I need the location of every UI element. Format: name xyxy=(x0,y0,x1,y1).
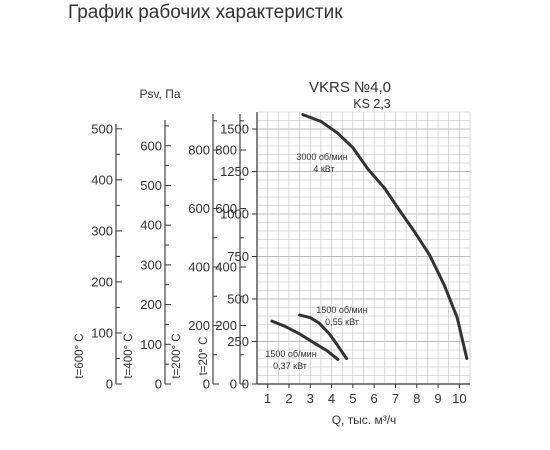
series-line-2 xyxy=(270,319,340,361)
temperature-tick-label: 300 xyxy=(140,257,162,272)
label-3000-power: 4 кВт xyxy=(313,164,334,174)
temperature-tick-label: 200 xyxy=(188,318,210,333)
temperature-tick-label: 800 xyxy=(215,143,237,158)
temperature-tick-label: 600 xyxy=(140,138,162,153)
chart-subtitle: KS 2,3 xyxy=(353,97,391,111)
temperature-tick-label: 100 xyxy=(140,337,162,352)
grid xyxy=(257,111,471,384)
x-tick-label: 10 xyxy=(452,391,466,406)
series xyxy=(270,113,469,361)
temperature-tick-label: 0 xyxy=(155,377,162,392)
label-1500-037-power: 0,37 кВт xyxy=(273,361,307,371)
label-1500-037-rpm: 1500 об/мин xyxy=(265,349,316,359)
temperature-tick-label: 400 xyxy=(188,260,210,275)
temperature-tick-label: 400 xyxy=(140,218,162,233)
x-tick-label: 1 xyxy=(264,391,271,406)
x-tick-label: 3 xyxy=(307,391,314,406)
label-3000-rpm: 3000 об/мин xyxy=(296,152,347,162)
x-tick-label: 8 xyxy=(413,391,420,406)
temperature-tick-label: 0 xyxy=(106,377,113,392)
y-tick-label: 1250 xyxy=(220,164,249,179)
temperature-tick-label: 600 xyxy=(188,201,210,216)
x-tick-label: 6 xyxy=(371,391,378,406)
y-axis-label: Psv, Па xyxy=(139,87,180,101)
temperature-tick-label: 800 xyxy=(188,143,210,158)
y-tick-label: 1000 xyxy=(220,207,249,222)
label-1500-055-power: 0,55 кВт xyxy=(325,317,359,327)
temperature-tick-label: 100 xyxy=(91,325,113,340)
temperature-tick-label: 0 xyxy=(203,377,210,392)
page-title: График рабочих характеристик xyxy=(68,2,343,23)
y-tick-label: 750 xyxy=(227,249,249,264)
temperature-tick-label: 200 xyxy=(215,318,237,333)
temperature-tick-label: 500 xyxy=(140,178,162,193)
y-tick-label: 500 xyxy=(227,292,249,307)
temperature-tick-label: 600 xyxy=(215,201,237,216)
temperature-axis-label: t=600° C xyxy=(74,333,86,378)
label-1500-055-rpm: 1500 об/мин xyxy=(316,305,367,315)
temperature-tick-label: 300 xyxy=(91,223,113,238)
main-axes: 0 250 500 750 1000 1250 1500 1 2 3 4 5 6 7 8 9 10 xyxy=(220,112,470,406)
y-tick-label: 250 xyxy=(227,334,249,349)
x-axis-label: Q, тыс. м³/ч xyxy=(332,413,397,427)
temperature-tick-label: 400 xyxy=(91,172,113,187)
temperature-tick-label: 200 xyxy=(91,274,113,289)
temperature-tick-label: 500 xyxy=(91,121,113,136)
y-tick-label: 1500 xyxy=(220,122,249,137)
x-tick-label: 5 xyxy=(349,391,356,406)
series-line-0 xyxy=(301,113,469,360)
temperature-tick-label: 0 xyxy=(230,377,237,392)
chart-title: VKRS №4,0 xyxy=(309,79,391,96)
x-tick-label: 9 xyxy=(434,391,441,406)
y-tick-label: 0 xyxy=(242,377,249,392)
temperature-tick-label: 200 xyxy=(140,297,162,312)
series-line-1 xyxy=(298,313,348,360)
x-tick-label: 2 xyxy=(285,391,292,406)
temperature-axis-label: t=400° C xyxy=(123,333,135,378)
temperature-axis-label: t=20° C xyxy=(198,337,210,376)
temperature-axis-label: t=200° C xyxy=(171,333,183,378)
temperature-tick-label: 400 xyxy=(215,260,237,275)
x-tick-label: 7 xyxy=(392,391,399,406)
temperature-axes: 0 100 200 300 400 500 t=600° C 0 100 200 300 400 500… xyxy=(74,114,246,392)
x-tick-label: 4 xyxy=(328,391,335,406)
